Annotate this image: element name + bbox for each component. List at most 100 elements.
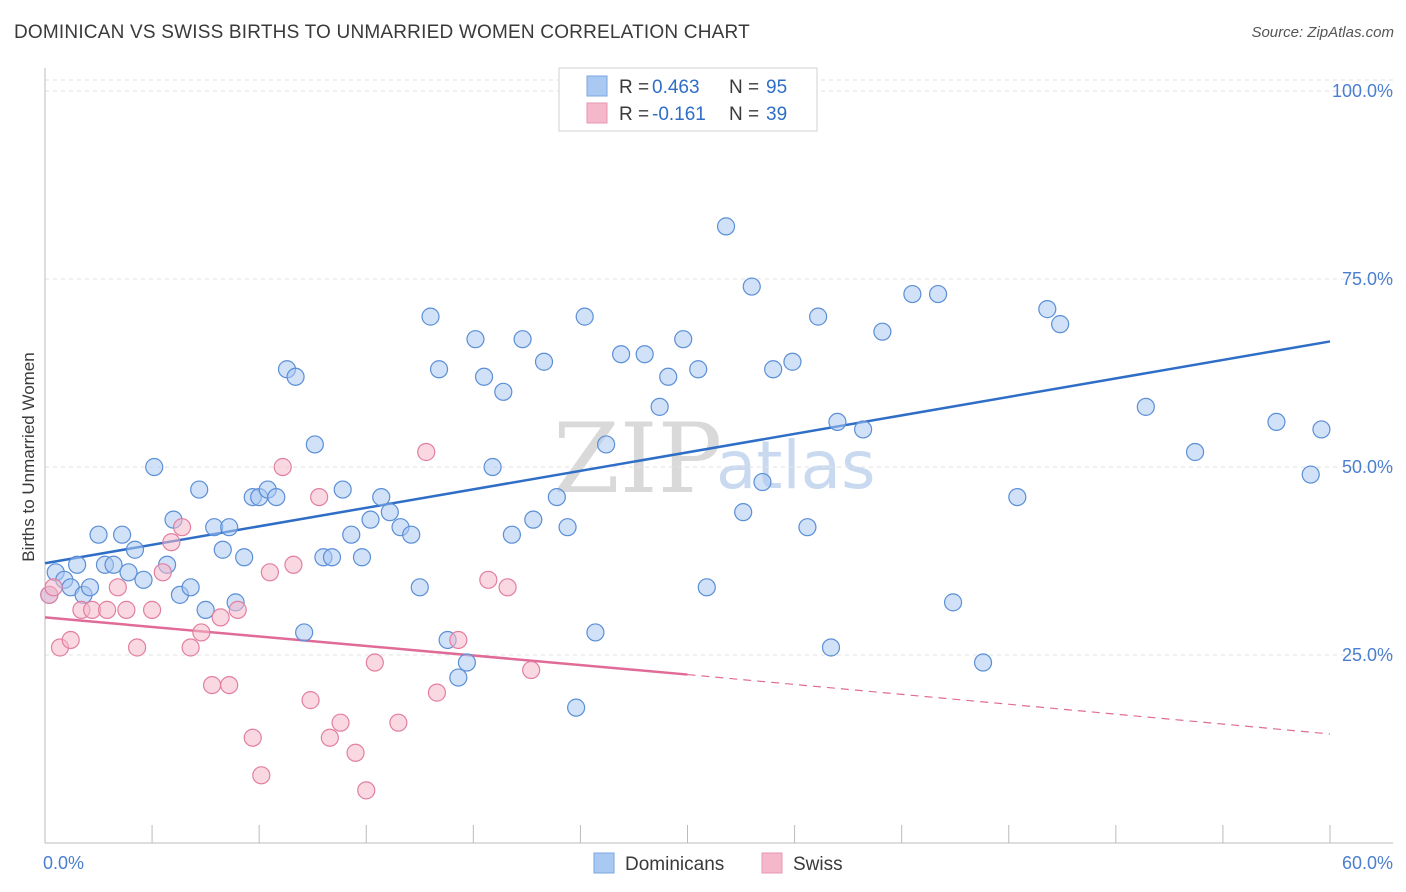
dominicans-point[interactable] <box>1301 465 1320 484</box>
dominicans-point[interactable] <box>429 360 449 379</box>
dominicans-point[interactable] <box>513 330 532 349</box>
dominicans-point[interactable] <box>558 518 577 537</box>
dominicans-point[interactable] <box>1312 420 1331 439</box>
swiss-point[interactable] <box>127 638 147 657</box>
dominicans-point[interactable] <box>220 518 239 537</box>
swiss-point[interactable] <box>172 518 192 537</box>
dominicans-point[interactable] <box>352 548 372 567</box>
dominicans-point[interactable] <box>1267 412 1286 432</box>
dominicans-point[interactable] <box>697 578 716 597</box>
swiss-point[interactable] <box>44 578 63 597</box>
dominicans-point[interactable] <box>1185 442 1205 462</box>
dominicans-point[interactable] <box>524 510 543 529</box>
dominicans-point[interactable] <box>659 367 678 386</box>
swiss-point[interactable] <box>260 563 279 582</box>
swiss-point[interactable] <box>98 600 117 619</box>
dominicans-point[interactable] <box>567 698 586 717</box>
dominicans-point[interactable] <box>1008 487 1027 507</box>
dominicans-point[interactable] <box>213 540 232 559</box>
dominicans-point[interactable] <box>421 307 440 326</box>
dominicans-point[interactable] <box>190 480 209 499</box>
swiss-point[interactable] <box>61 630 80 650</box>
swiss-point[interactable] <box>202 675 222 695</box>
dominicans-point[interactable] <box>361 510 380 529</box>
swiss-point[interactable] <box>192 623 211 642</box>
swiss-point[interactable] <box>310 487 329 507</box>
dominicans-point[interactable] <box>534 352 554 371</box>
dominicans-point[interactable] <box>742 277 761 296</box>
dominicans-point[interactable] <box>809 307 828 326</box>
bottom-legend-label-dominicans[interactable]: Dominicans <box>625 854 724 875</box>
dominicans-point[interactable] <box>650 397 669 416</box>
dominicans-point[interactable] <box>410 578 429 597</box>
dominicans-point[interactable] <box>547 487 566 507</box>
swiss-point[interactable] <box>522 660 541 680</box>
swiss-point[interactable] <box>301 691 320 710</box>
dominicans-point[interactable] <box>267 487 286 507</box>
swiss-point[interactable] <box>427 683 447 702</box>
dominicans-point[interactable] <box>635 345 654 364</box>
dominicans-point[interactable] <box>943 593 963 612</box>
swiss-point[interactable] <box>211 608 230 627</box>
dominicans-point[interactable] <box>68 555 87 574</box>
dominicans-point[interactable] <box>483 457 502 477</box>
swiss-point[interactable] <box>449 630 468 650</box>
swiss-point[interactable] <box>331 713 350 732</box>
swiss-point[interactable] <box>220 675 239 695</box>
swiss-point[interactable] <box>357 781 376 800</box>
swiss-point[interactable] <box>108 578 127 597</box>
dominicans-point[interactable] <box>753 472 772 492</box>
swiss-point[interactable] <box>243 728 262 747</box>
dominicans-point[interactable] <box>295 623 314 642</box>
swiss-point[interactable] <box>181 638 200 657</box>
dominicans-point[interactable] <box>466 330 485 349</box>
dominicans-point[interactable] <box>674 330 693 349</box>
dominicans-point[interactable] <box>502 525 521 544</box>
swiss-point[interactable] <box>479 570 498 589</box>
swiss-point[interactable] <box>273 457 292 477</box>
bottom-legend-swatch-swiss[interactable] <box>761 852 783 874</box>
dominicans-point[interactable] <box>689 360 708 379</box>
dominicans-point[interactable] <box>575 307 594 326</box>
dominicans-point[interactable] <box>586 623 605 642</box>
dominicans-point[interactable] <box>873 322 892 341</box>
dominicans-point[interactable] <box>380 503 399 522</box>
dominicans-point[interactable] <box>89 525 108 544</box>
bottom-legend-label-swiss[interactable]: Swiss <box>793 854 843 875</box>
swiss-point[interactable] <box>117 600 136 619</box>
swiss-point[interactable] <box>252 766 271 785</box>
swiss-point[interactable] <box>228 600 247 619</box>
dominicans-point[interactable] <box>1136 397 1155 416</box>
dominicans-point[interactable] <box>1038 300 1057 319</box>
dominicans-point[interactable] <box>1051 315 1070 334</box>
dominicans-point[interactable] <box>333 480 352 499</box>
dominicans-point[interactable] <box>494 382 513 401</box>
dominicans-point[interactable] <box>764 360 783 379</box>
swiss-point[interactable] <box>389 713 408 732</box>
dominicans-point[interactable] <box>854 420 873 439</box>
dominicans-point[interactable] <box>612 345 631 364</box>
dominicans-point[interactable] <box>474 367 494 386</box>
dominicans-point[interactable] <box>903 284 922 304</box>
bottom-legend-swatch-dominicans[interactable] <box>593 852 615 874</box>
source-attribution[interactable]: Source: ZipAtlas.com <box>1251 24 1394 41</box>
dominicans-point[interactable] <box>119 563 138 582</box>
dominicans-point[interactable] <box>104 555 123 574</box>
swiss-point[interactable] <box>498 578 517 597</box>
swiss-point[interactable] <box>153 563 172 582</box>
dominicans-point[interactable] <box>145 457 164 477</box>
dominicans-point[interactable] <box>734 503 753 522</box>
dominicans-point[interactable] <box>928 284 948 304</box>
dominicans-point[interactable] <box>402 525 421 544</box>
dominicans-point[interactable] <box>181 578 200 597</box>
dominicans-point[interactable] <box>973 653 993 672</box>
swiss-point[interactable] <box>320 728 339 747</box>
swiss-point[interactable] <box>417 442 436 462</box>
swiss-point[interactable] <box>162 533 181 552</box>
dominicans-point[interactable] <box>449 668 468 687</box>
dominicans-point[interactable] <box>372 487 391 507</box>
swiss-point[interactable] <box>142 600 162 619</box>
dominicans-point[interactable] <box>342 525 361 544</box>
swiss-point[interactable] <box>284 555 303 574</box>
dominicans-point[interactable] <box>80 578 100 597</box>
